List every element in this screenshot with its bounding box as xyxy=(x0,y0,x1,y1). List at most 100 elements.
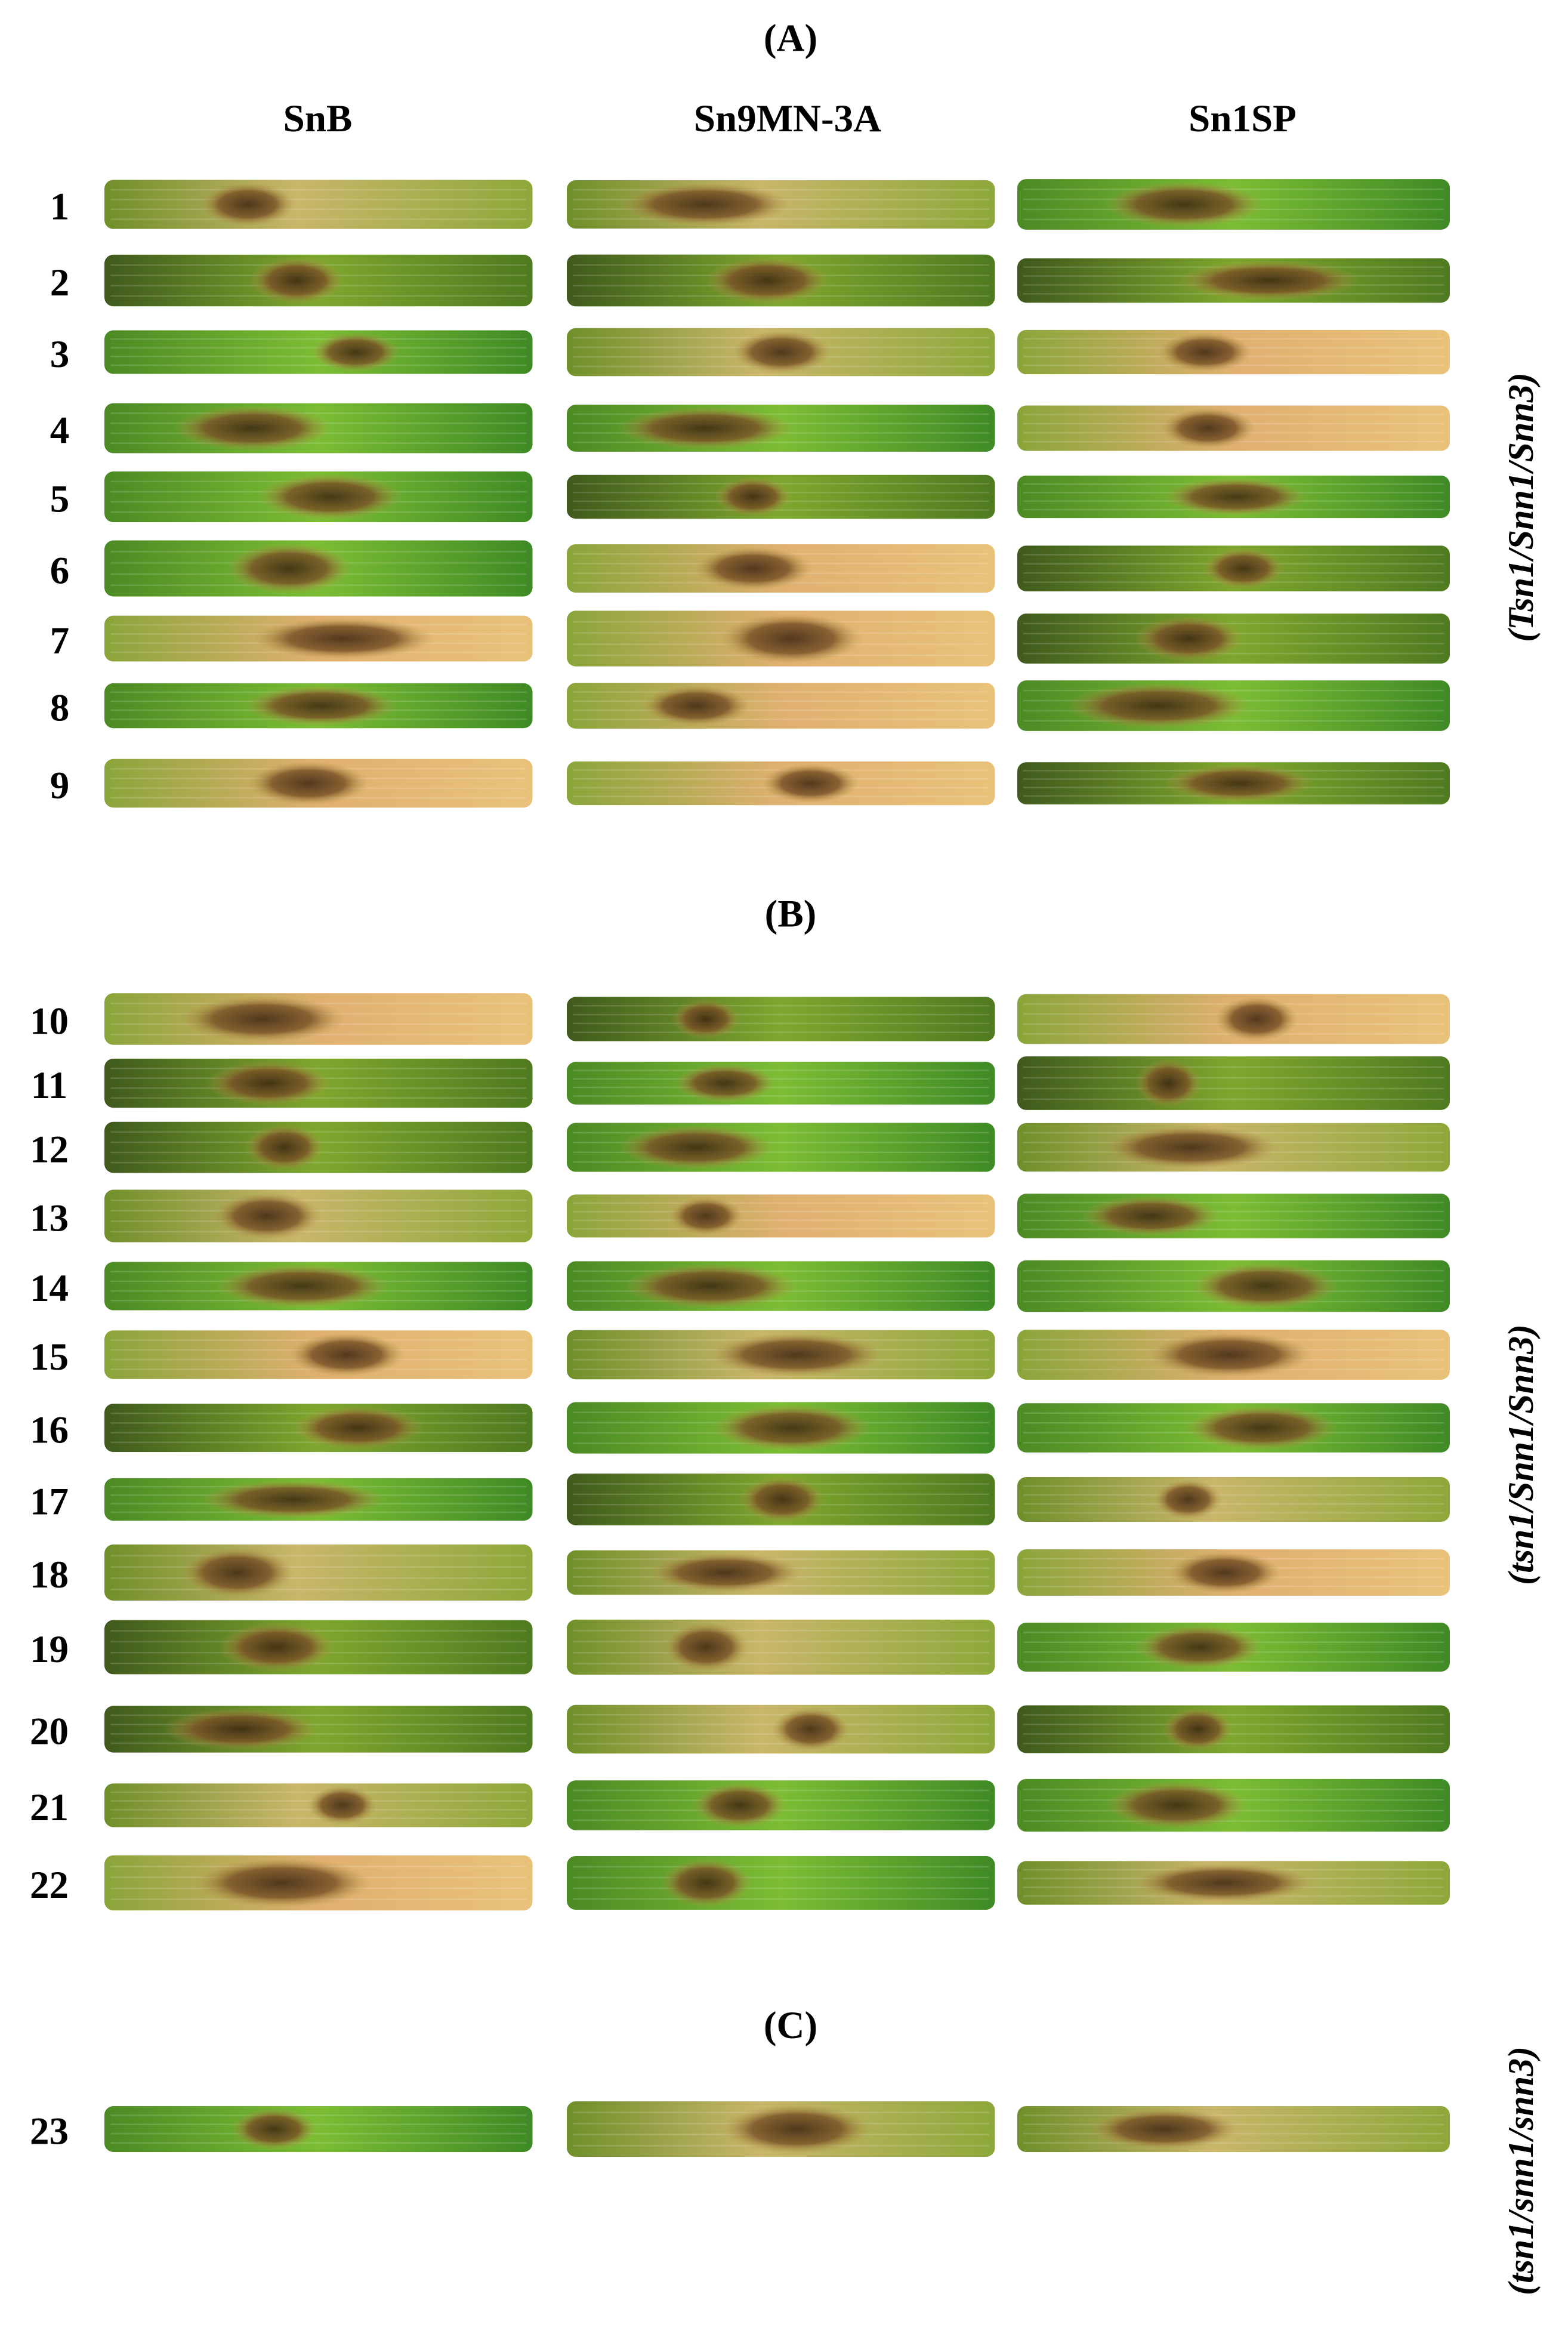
row-number: 6 xyxy=(50,549,69,592)
leaf xyxy=(567,1619,995,1675)
leaf xyxy=(567,1062,995,1105)
row-number: 17 xyxy=(30,1480,69,1523)
lesion xyxy=(641,685,751,727)
panel-label: (A) xyxy=(764,17,817,60)
genotype-label: (tsn1/snn1/snn3) xyxy=(1501,2046,1541,2295)
leaf xyxy=(1017,1705,1450,1753)
lesion xyxy=(674,1063,776,1103)
lesion xyxy=(245,1124,324,1171)
row-number: 15 xyxy=(30,1336,69,1379)
lesion xyxy=(181,1547,294,1598)
lesion xyxy=(1135,616,1243,661)
column-header: Sn1SP xyxy=(1189,97,1297,140)
leaf xyxy=(567,683,995,729)
lesion xyxy=(1164,764,1314,803)
row-number: 20 xyxy=(30,1710,69,1753)
lesion xyxy=(227,543,352,594)
row-number: 14 xyxy=(30,1267,69,1310)
lesion xyxy=(232,2108,317,2150)
row-number: 13 xyxy=(30,1197,69,1240)
lesion xyxy=(258,474,402,520)
leaf xyxy=(104,1545,533,1601)
lesion xyxy=(617,407,794,449)
lesion xyxy=(192,1858,372,1908)
lesion xyxy=(648,1552,802,1593)
lesion xyxy=(311,332,400,372)
row-number: 5 xyxy=(50,477,69,520)
lesion xyxy=(1147,1332,1312,1377)
row-number: 12 xyxy=(30,1128,69,1171)
lesion xyxy=(163,1708,318,1750)
row-number: 4 xyxy=(50,409,69,452)
lesion xyxy=(715,477,792,517)
lesion xyxy=(771,1707,850,1752)
lesion xyxy=(739,1476,825,1523)
lesion xyxy=(731,330,831,374)
leaf xyxy=(1017,1476,1450,1522)
lesion xyxy=(1132,1863,1314,1903)
lesion xyxy=(694,547,813,590)
lesion xyxy=(1186,1405,1338,1450)
lesion xyxy=(1163,477,1307,516)
leaf xyxy=(567,1194,995,1238)
row-number: 10 xyxy=(30,1000,69,1043)
row-number: 19 xyxy=(30,1628,69,1671)
leaf xyxy=(567,997,995,1041)
row-number: 9 xyxy=(50,764,69,807)
lesion xyxy=(1163,1707,1233,1751)
lesion xyxy=(206,1061,331,1106)
lesion xyxy=(618,1125,774,1170)
lesion xyxy=(1104,181,1264,227)
lesion xyxy=(1153,1479,1223,1520)
lesion xyxy=(247,761,369,806)
lesion xyxy=(669,1197,743,1235)
genotype-label: (tsn1/Snn1/Snn3) xyxy=(1501,1324,1541,1585)
genotype-label: (Tsn1/Snn1/Snn3) xyxy=(1501,372,1541,642)
lesion xyxy=(709,1332,884,1377)
row-number: 16 xyxy=(30,1408,69,1451)
lesion xyxy=(663,1622,749,1672)
lesion xyxy=(721,2104,872,2154)
row-number: 11 xyxy=(31,1064,67,1107)
lesion xyxy=(307,1786,377,1825)
row-number: 3 xyxy=(50,333,69,376)
row-number: 2 xyxy=(50,261,69,304)
row-number: 7 xyxy=(50,619,69,662)
leaf xyxy=(567,1855,995,1910)
lesion xyxy=(1168,1552,1282,1593)
leaf xyxy=(1017,1056,1450,1110)
lesion xyxy=(1106,1781,1248,1829)
lesion xyxy=(200,182,295,227)
lesion xyxy=(660,1858,752,1907)
lesion xyxy=(1135,1059,1202,1108)
lesion xyxy=(1066,683,1251,729)
lesion xyxy=(244,685,398,726)
lesion xyxy=(1191,1263,1338,1309)
lesion xyxy=(215,1264,390,1308)
lesion xyxy=(620,183,791,226)
lesion xyxy=(250,257,344,304)
lesion xyxy=(712,1404,872,1451)
leaf xyxy=(104,2106,533,2152)
lesion xyxy=(1135,1625,1263,1669)
lesion xyxy=(624,1263,798,1309)
lesion xyxy=(180,995,345,1043)
row-number: 18 xyxy=(30,1553,69,1596)
lesion xyxy=(219,1623,335,1672)
lesion xyxy=(1178,260,1360,301)
lesion xyxy=(289,1333,405,1377)
row-number: 8 xyxy=(50,686,69,729)
row-number: 22 xyxy=(30,1864,69,1907)
lesion xyxy=(252,618,434,659)
panel-label: (B) xyxy=(765,892,817,935)
lesion xyxy=(1089,2108,1240,2150)
lesion xyxy=(174,405,332,451)
row-number: 1 xyxy=(50,185,69,228)
lesion xyxy=(1102,1125,1279,1170)
lesion xyxy=(693,1783,786,1828)
lesion xyxy=(720,614,863,664)
row-number: 23 xyxy=(30,2110,69,2153)
lesion xyxy=(1082,1195,1220,1237)
